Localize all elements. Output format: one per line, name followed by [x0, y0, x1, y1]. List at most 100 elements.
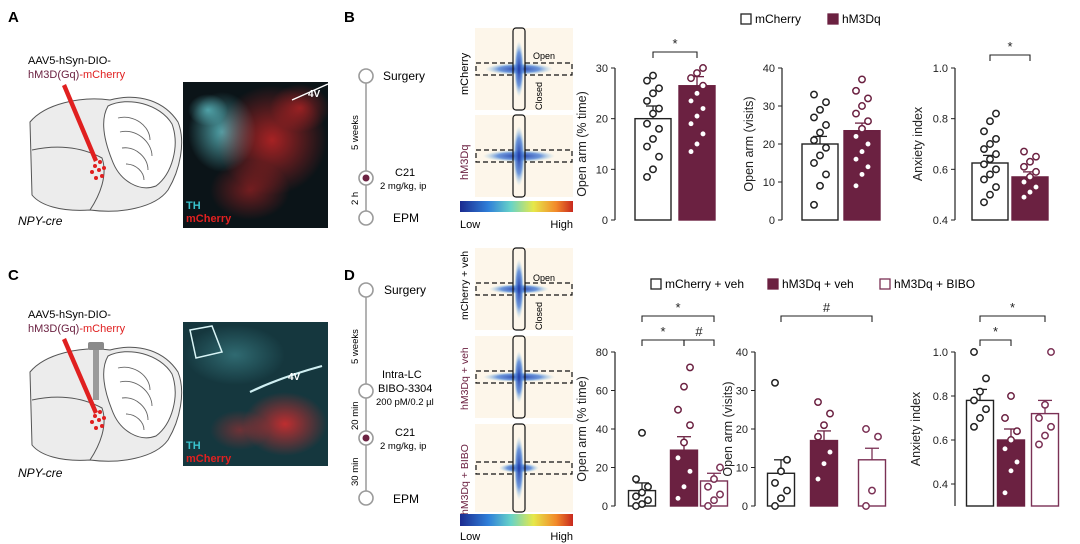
- label-4v: 4V: [288, 372, 301, 383]
- data-point: [674, 453, 682, 462]
- label-4v: 4V: [308, 89, 321, 100]
- data-point: [649, 71, 657, 80]
- timeline-step-intra-lc: Intra-LC: [382, 369, 422, 381]
- legend-label: mCherry: [755, 12, 801, 26]
- data-point: [864, 140, 872, 148]
- data-point: [986, 117, 994, 126]
- data-point: [816, 105, 824, 114]
- data-point: [632, 475, 640, 483]
- legend-swatch-hm3dq-bibo: [879, 278, 891, 290]
- data-point: [980, 160, 988, 169]
- data-point: [1026, 172, 1034, 181]
- mouse-line-label: NPY-cre: [18, 214, 63, 228]
- data-point: [986, 190, 994, 199]
- legend-d: mCherry + veh hM3Dq + veh hM3Dq + BIBO: [650, 277, 975, 291]
- chart-open-arm-time-d: 0 20 40 60 80 Open arm (% time) * * #: [575, 300, 729, 513]
- data-point: [1001, 488, 1009, 497]
- panel-label-a: A: [8, 9, 19, 26]
- timeline-dose: 2 mg/kg, ip: [380, 181, 426, 192]
- data-point: [1035, 440, 1043, 449]
- data-point: [680, 482, 688, 491]
- data-point: [858, 124, 866, 133]
- data-point: [980, 198, 988, 207]
- bar: [678, 85, 716, 221]
- injection-needle-icon: [62, 338, 98, 414]
- data-point: [643, 119, 651, 128]
- label-mcherry: mCherry: [186, 213, 232, 225]
- data-point: [986, 170, 994, 179]
- data-point: [822, 143, 830, 152]
- timeline-step-c21: C21: [395, 167, 415, 179]
- chart-anxiety-index-b: 0.4 0.6 0.8 1.0 Anxiety index *: [911, 39, 1049, 227]
- data-point: [814, 398, 822, 406]
- y-tick-label: 0.4: [933, 479, 948, 491]
- data-point: [686, 421, 694, 430]
- data-point: [1020, 178, 1028, 186]
- significance-label: *: [672, 36, 677, 51]
- data-point: [655, 104, 663, 113]
- maze-heatmap: Open Closed: [475, 247, 573, 331]
- heatmaps-d: Open Closed mCherry + veh hM3Dq + veh hM…: [459, 247, 573, 543]
- legend-swatch-hm3dq-veh: [767, 278, 779, 290]
- legend-label: hM3Dq: [842, 12, 881, 26]
- y-axis-label: Open arm (visits): [742, 96, 756, 191]
- data-point: [693, 112, 701, 121]
- cannula-icon: [88, 342, 104, 400]
- data-point: [1047, 422, 1055, 431]
- data-point: [638, 488, 646, 497]
- y-tick-label: 10: [763, 177, 775, 189]
- data-point: [644, 496, 652, 505]
- data-point: [992, 183, 1000, 192]
- legend-b: mCherry hM3Dq: [740, 12, 881, 26]
- data-point: [643, 76, 651, 85]
- data-point: [864, 162, 872, 171]
- colorbar-low-label: Low: [460, 531, 480, 543]
- y-tick-label: 40: [763, 63, 775, 75]
- brain-schematic: [29, 346, 183, 462]
- y-axis-label: Anxiety index: [911, 106, 925, 181]
- timeline-node-fill: [362, 434, 370, 442]
- data-point: [864, 94, 872, 103]
- heatmap-row-label: mCherry: [459, 52, 471, 95]
- y-tick-label: 0: [769, 215, 775, 227]
- data-point: [638, 428, 646, 437]
- maze-open-label: Open: [533, 273, 555, 283]
- data-point: [814, 432, 822, 441]
- data-point: [816, 151, 824, 160]
- colorbar-high-label: High: [550, 531, 573, 543]
- data-point: [680, 438, 688, 447]
- data-point: [826, 409, 834, 418]
- timeline-dose: 200 pM/0.2 µl: [376, 397, 434, 408]
- data-point: [783, 486, 791, 495]
- data-point: [970, 422, 978, 431]
- data-point: [1020, 147, 1028, 156]
- maze-heatmap: Open Closed: [475, 27, 573, 111]
- data-point: [771, 378, 779, 387]
- y-axis-label: Open arm (% time): [575, 91, 589, 197]
- data-point: [1007, 436, 1015, 444]
- data-point: [820, 421, 828, 430]
- y-tick-label: 0.6: [933, 164, 948, 176]
- data-point: [1047, 348, 1055, 356]
- data-point: [1032, 152, 1040, 161]
- y-tick-label: 0: [602, 501, 608, 513]
- y-tick-label: 60: [596, 386, 608, 398]
- significance-label: #: [823, 300, 831, 315]
- data-point: [674, 405, 682, 414]
- data-point: [638, 500, 646, 509]
- data-point: [992, 150, 1000, 159]
- data-point: [982, 405, 990, 414]
- data-point: [992, 165, 1000, 174]
- significance-bracket: [979, 315, 1046, 322]
- significance-label: *: [660, 324, 665, 339]
- virus-label-line1: AAV5-hSyn-DIO-: [28, 55, 111, 67]
- maze-closed-label: Closed: [534, 302, 544, 330]
- timeline-step-surgery: Surgery: [384, 283, 426, 297]
- y-tick-label: 30: [763, 101, 775, 113]
- legend-label: mCherry + veh: [665, 277, 744, 291]
- data-point: [632, 492, 640, 501]
- data-point: [1026, 188, 1034, 197]
- significance-bracket: [652, 51, 698, 58]
- heatmap-row-label: hM3Dq: [459, 145, 471, 180]
- data-point: [716, 463, 724, 472]
